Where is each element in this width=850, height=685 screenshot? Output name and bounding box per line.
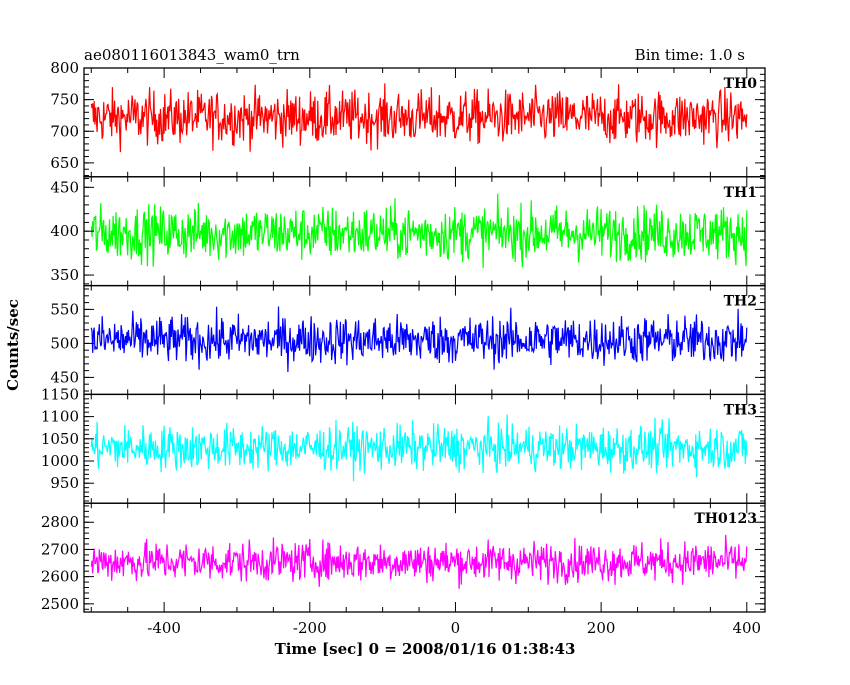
series-line-th0123: [90, 534, 748, 589]
bin-time-label: Bin time: 1.0 s: [635, 46, 745, 64]
y-tick-label: 2800: [41, 513, 79, 531]
y-tick-label: 1000: [41, 452, 79, 470]
x-tick-label: -400: [147, 619, 181, 637]
panel-frame: [83, 502, 766, 613]
y-tick-label: 2600: [41, 568, 79, 586]
series-label-th3: TH3: [724, 402, 757, 418]
panel-th2: 450 500 550 TH2: [50, 284, 766, 396]
y-tick-label: 450: [50, 178, 79, 196]
series-line-th1: [90, 193, 748, 269]
y-axis-title: Counts/sec: [4, 299, 22, 391]
panels-group: 650 700 750 800 TH0 350 400 450 TH1 450 500 550 TH2 9…: [41, 59, 766, 637]
y-tick-label: 450: [50, 368, 79, 386]
panel-th1: 350 400 450 TH1: [50, 176, 766, 287]
panel-th3: 950 1000 1050 1100 1150 TH3: [41, 385, 766, 504]
y-tick-label: 550: [50, 300, 79, 318]
y-tick-label: 350: [50, 266, 79, 284]
x-tick-label: 0: [451, 619, 461, 637]
y-tick-label: 1050: [41, 430, 79, 448]
series-line-th3: [90, 414, 748, 482]
series-label-th2: TH2: [724, 294, 757, 310]
y-tick-label: 500: [50, 334, 79, 352]
x-tick-label: -200: [293, 619, 327, 637]
x-axis-title: Time [sec] 0 = 2008/01/16 01:38:43: [275, 640, 576, 658]
y-tick-label: 400: [50, 222, 79, 240]
panel-th0: 650 700 750 800 TH0: [50, 59, 766, 178]
series-label-th0123: TH0123: [694, 511, 757, 527]
y-tick-label: 2700: [41, 540, 79, 558]
x-tick-label: 200: [587, 619, 616, 637]
series-line-th0: [90, 83, 748, 153]
y-tick-label: 2500: [41, 595, 79, 613]
y-tick-label: 950: [50, 474, 79, 492]
y-tick-label: 800: [50, 59, 79, 77]
y-tick-label: 750: [50, 91, 79, 109]
x-tick-label: 400: [732, 619, 761, 637]
y-tick-label: 650: [50, 154, 79, 172]
y-tick-label: 700: [50, 122, 79, 140]
y-tick-label: 1150: [41, 385, 79, 403]
series-label-th1: TH1: [724, 185, 757, 201]
series-line-th2: [90, 306, 748, 373]
panel-th0123: 2500 2600 2700 2800 TH0123: [41, 502, 766, 613]
y-tick-label: 1100: [41, 408, 79, 426]
series-label-th0: TH0: [724, 76, 758, 92]
chart-title: ae080116013843_wam0_trn: [84, 46, 300, 64]
